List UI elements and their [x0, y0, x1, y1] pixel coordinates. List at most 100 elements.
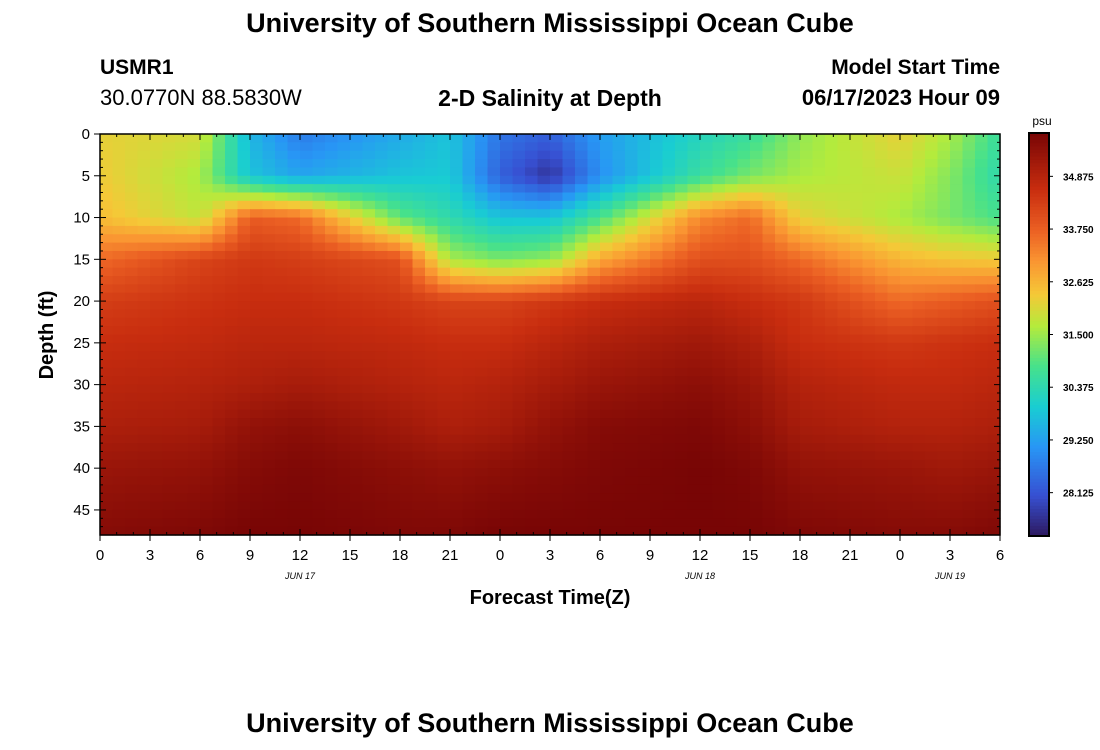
heatmap-cell — [175, 284, 189, 294]
heatmap-cell — [487, 484, 501, 494]
heatmap-cell — [850, 459, 864, 469]
heatmap-cell — [437, 493, 451, 503]
heatmap-cell — [962, 342, 976, 352]
heatmap-cell — [200, 159, 214, 169]
heatmap-cell — [950, 476, 964, 486]
x-tick-label: 6 — [196, 547, 204, 564]
heatmap-cell — [600, 276, 614, 285]
heatmap-cell — [637, 451, 651, 461]
heatmap-cell — [487, 526, 501, 536]
heatmap-cell — [125, 459, 139, 469]
heatmap-cell — [137, 276, 151, 285]
heatmap-cell — [400, 267, 414, 277]
heatmap-cell — [737, 518, 751, 528]
heatmap-cell — [975, 159, 989, 169]
heatmap-cell — [612, 175, 626, 185]
heatmap-cell — [962, 234, 976, 244]
heatmap-cell — [612, 284, 626, 294]
heatmap-cell — [325, 434, 339, 444]
heatmap-cell — [762, 409, 776, 419]
heatmap-cell — [350, 401, 364, 411]
heatmap-cell — [662, 476, 676, 486]
colorbar: 34.87533.75032.62531.50030.37529.25028.1… — [1028, 132, 1094, 537]
heatmap-cell — [237, 367, 251, 377]
heatmap-cell — [662, 367, 676, 377]
heatmap-cell — [162, 234, 176, 244]
heatmap-cell — [687, 259, 701, 269]
heatmap-cell — [987, 484, 1001, 494]
heatmap-cell — [900, 209, 914, 219]
heatmap-cell — [875, 250, 889, 260]
heatmap-cell — [687, 434, 701, 444]
heatmap-cell — [375, 250, 389, 260]
heatmap-cell — [112, 134, 126, 143]
heatmap-cell — [575, 284, 589, 294]
heatmap-cell — [312, 401, 326, 411]
heatmap-cell — [175, 409, 189, 419]
heatmap-cell — [837, 367, 851, 377]
heatmap-cell — [775, 376, 789, 386]
colorbar-swatch — [1029, 233, 1049, 238]
heatmap-cell — [975, 526, 989, 536]
heatmap-cell — [262, 468, 276, 478]
heatmap-cell — [612, 409, 626, 419]
heatmap-cell — [475, 526, 489, 536]
heatmap-cell — [562, 342, 576, 352]
heatmap-cell — [737, 367, 751, 377]
heatmap-cell — [612, 526, 626, 536]
heatmap-cell — [312, 409, 326, 419]
heatmap-cell — [687, 493, 701, 503]
heatmap-cell — [775, 175, 789, 185]
heatmap-cell — [312, 250, 326, 260]
heatmap-cell — [450, 359, 464, 369]
heatmap-cell — [350, 225, 364, 235]
heatmap-cell — [662, 493, 676, 503]
heatmap-cell — [750, 434, 764, 444]
heatmap-cell — [662, 250, 676, 260]
heatmap-cell — [500, 334, 514, 344]
heatmap-cell — [212, 459, 226, 469]
heatmap-cell — [575, 167, 589, 177]
heatmap-cell — [837, 217, 851, 227]
heatmap-cell — [225, 484, 239, 494]
heatmap-cell — [175, 276, 189, 285]
heatmap-cell — [175, 301, 189, 311]
heatmap-cell — [425, 526, 439, 536]
heatmap-cell — [450, 401, 464, 411]
heatmap-cell — [712, 451, 726, 461]
heatmap-cell — [875, 518, 889, 528]
heatmap-cell — [425, 292, 439, 302]
heatmap-cell — [550, 150, 564, 160]
heatmap-cell — [225, 192, 239, 202]
heatmap-cell — [137, 468, 151, 478]
heatmap-cell — [525, 234, 539, 244]
heatmap-cell — [887, 426, 901, 436]
heatmap-cell — [325, 367, 339, 377]
heatmap-cell — [375, 434, 389, 444]
heatmap-cell — [100, 242, 114, 252]
heatmap-cell — [125, 242, 139, 252]
heatmap-cell — [800, 426, 814, 436]
heatmap-cell — [550, 250, 564, 260]
heatmap-cell — [512, 192, 526, 202]
heatmap-cell — [262, 509, 276, 519]
heatmap-cell — [600, 317, 614, 327]
heatmap-cell — [437, 267, 451, 277]
heatmap-cell — [300, 284, 314, 294]
heatmap-cell — [912, 342, 926, 352]
heatmap-cell — [625, 418, 639, 427]
heatmap-cell — [500, 367, 514, 377]
heatmap-cell — [925, 334, 939, 344]
heatmap-cell — [650, 401, 664, 411]
heatmap-cell — [150, 476, 164, 486]
heatmap-cell — [712, 409, 726, 419]
heatmap-cell — [525, 192, 539, 202]
heatmap-cell — [525, 217, 539, 227]
heatmap-cell — [750, 501, 764, 511]
heatmap-cell — [250, 301, 264, 311]
heatmap-cell — [525, 301, 539, 311]
heatmap-cell — [700, 434, 714, 444]
heatmap-cell — [512, 184, 526, 194]
heatmap-cell — [162, 443, 176, 453]
heatmap-cell — [300, 401, 314, 411]
